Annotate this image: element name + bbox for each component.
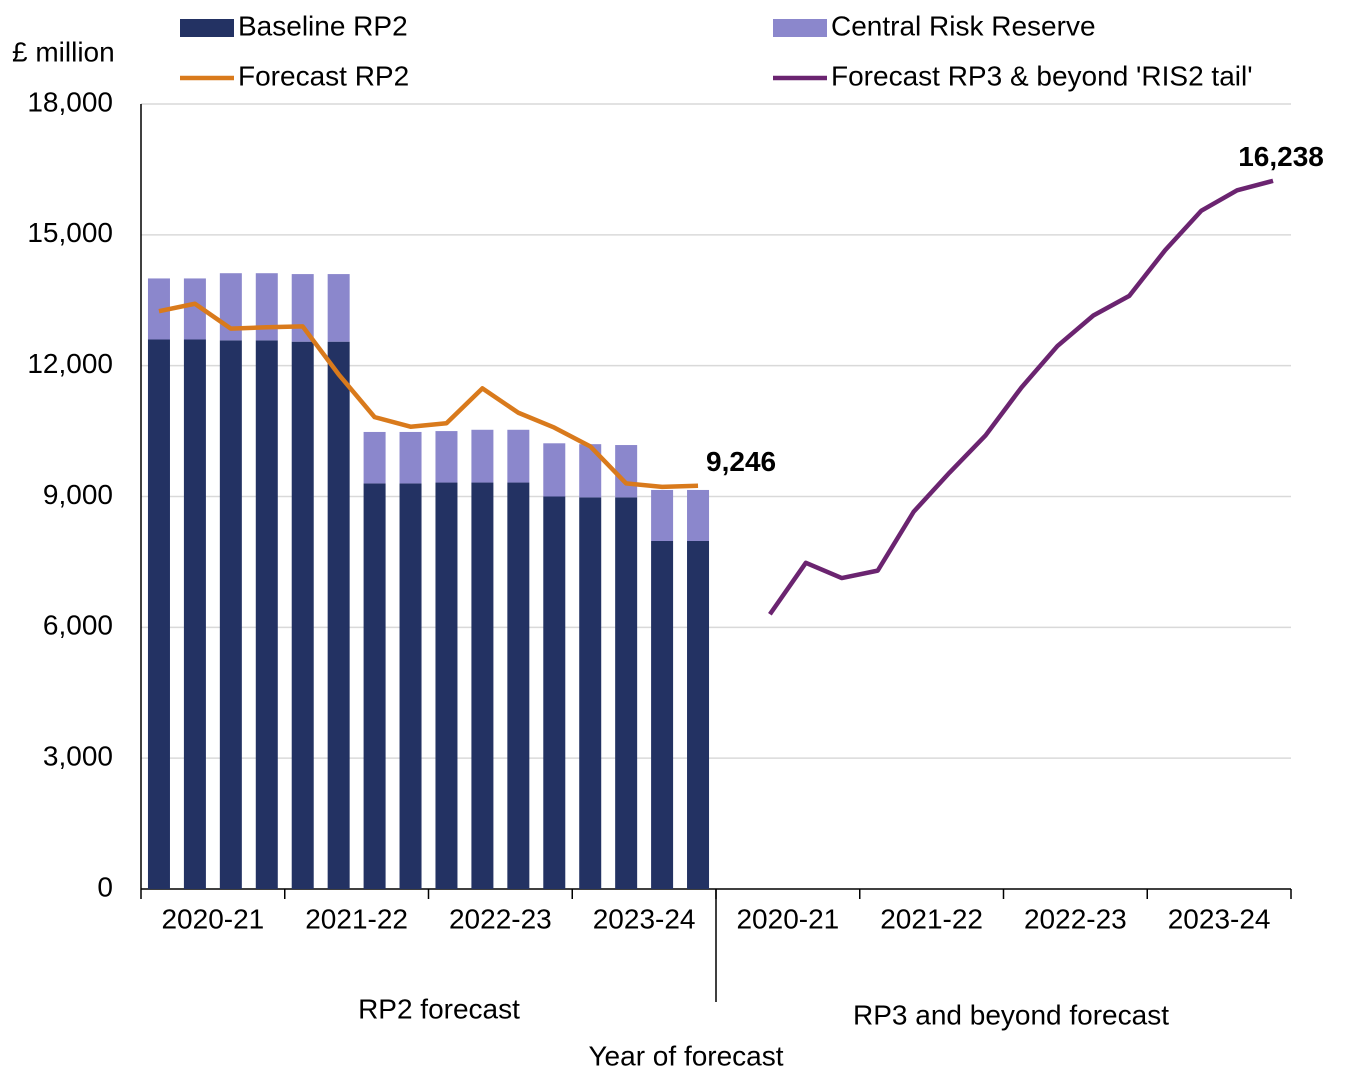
y-tick-label: 3,000 bbox=[43, 741, 113, 772]
legend-swatch bbox=[773, 19, 827, 37]
bar bbox=[615, 445, 638, 498]
y-tick-label: 12,000 bbox=[27, 348, 113, 379]
bar bbox=[615, 497, 638, 889]
bar bbox=[471, 482, 494, 889]
bar bbox=[435, 482, 458, 889]
bar bbox=[255, 273, 278, 341]
x-tick-label: 2022-23 bbox=[449, 903, 552, 934]
x-tick-label: 2020-21 bbox=[161, 903, 264, 934]
y-tick-label: 18,000 bbox=[27, 86, 113, 117]
y-axis-label: £ million bbox=[12, 36, 115, 67]
y-tick-label: 0 bbox=[97, 871, 113, 902]
bar bbox=[219, 340, 242, 890]
bar bbox=[579, 497, 602, 889]
bar bbox=[651, 489, 674, 541]
bar bbox=[255, 340, 278, 890]
x-tick-label: 2021-22 bbox=[880, 903, 983, 934]
bar bbox=[687, 540, 710, 889]
bar bbox=[579, 444, 602, 498]
bar bbox=[435, 431, 458, 483]
x-tick-label: 2023-24 bbox=[593, 903, 696, 934]
section-label: RP3 and beyond forecast bbox=[853, 999, 1169, 1030]
bar bbox=[543, 443, 566, 497]
x-tick-label: 2020-21 bbox=[736, 903, 839, 934]
bar bbox=[363, 431, 386, 484]
bar bbox=[687, 489, 710, 541]
data-label: 16,238 bbox=[1238, 141, 1324, 172]
legend-label: Baseline RP2 bbox=[238, 10, 408, 41]
bar bbox=[471, 429, 494, 483]
y-tick-label: 15,000 bbox=[27, 217, 113, 248]
bar bbox=[327, 274, 350, 342]
bar bbox=[183, 339, 206, 889]
legend-label: Forecast RP2 bbox=[238, 60, 409, 91]
x-axis-title: Year of forecast bbox=[588, 1040, 783, 1071]
bar bbox=[507, 482, 530, 889]
bar bbox=[363, 483, 386, 889]
data-label: 9,246 bbox=[706, 446, 776, 477]
line bbox=[768, 178, 1274, 616]
bar bbox=[327, 341, 350, 889]
legend-label: Forecast RP3 & beyond 'RIS2 tail' bbox=[831, 60, 1253, 91]
bar bbox=[507, 429, 530, 483]
y-tick-label: 6,000 bbox=[43, 610, 113, 641]
bar bbox=[399, 483, 422, 889]
x-tick-label: 2022-23 bbox=[1024, 903, 1127, 934]
section-label: RP2 forecast bbox=[358, 993, 520, 1024]
bar bbox=[183, 278, 206, 340]
legend-label: Central Risk Reserve bbox=[831, 10, 1096, 41]
y-tick-label: 9,000 bbox=[43, 479, 113, 510]
x-tick-label: 2023-24 bbox=[1168, 903, 1271, 934]
line bbox=[158, 301, 699, 490]
bar bbox=[147, 339, 170, 889]
bar bbox=[543, 496, 566, 889]
bar bbox=[651, 540, 674, 889]
legend-swatch bbox=[180, 19, 234, 37]
bar bbox=[399, 431, 422, 484]
bar bbox=[291, 274, 314, 342]
bar bbox=[291, 341, 314, 889]
x-tick-label: 2021-22 bbox=[305, 903, 408, 934]
